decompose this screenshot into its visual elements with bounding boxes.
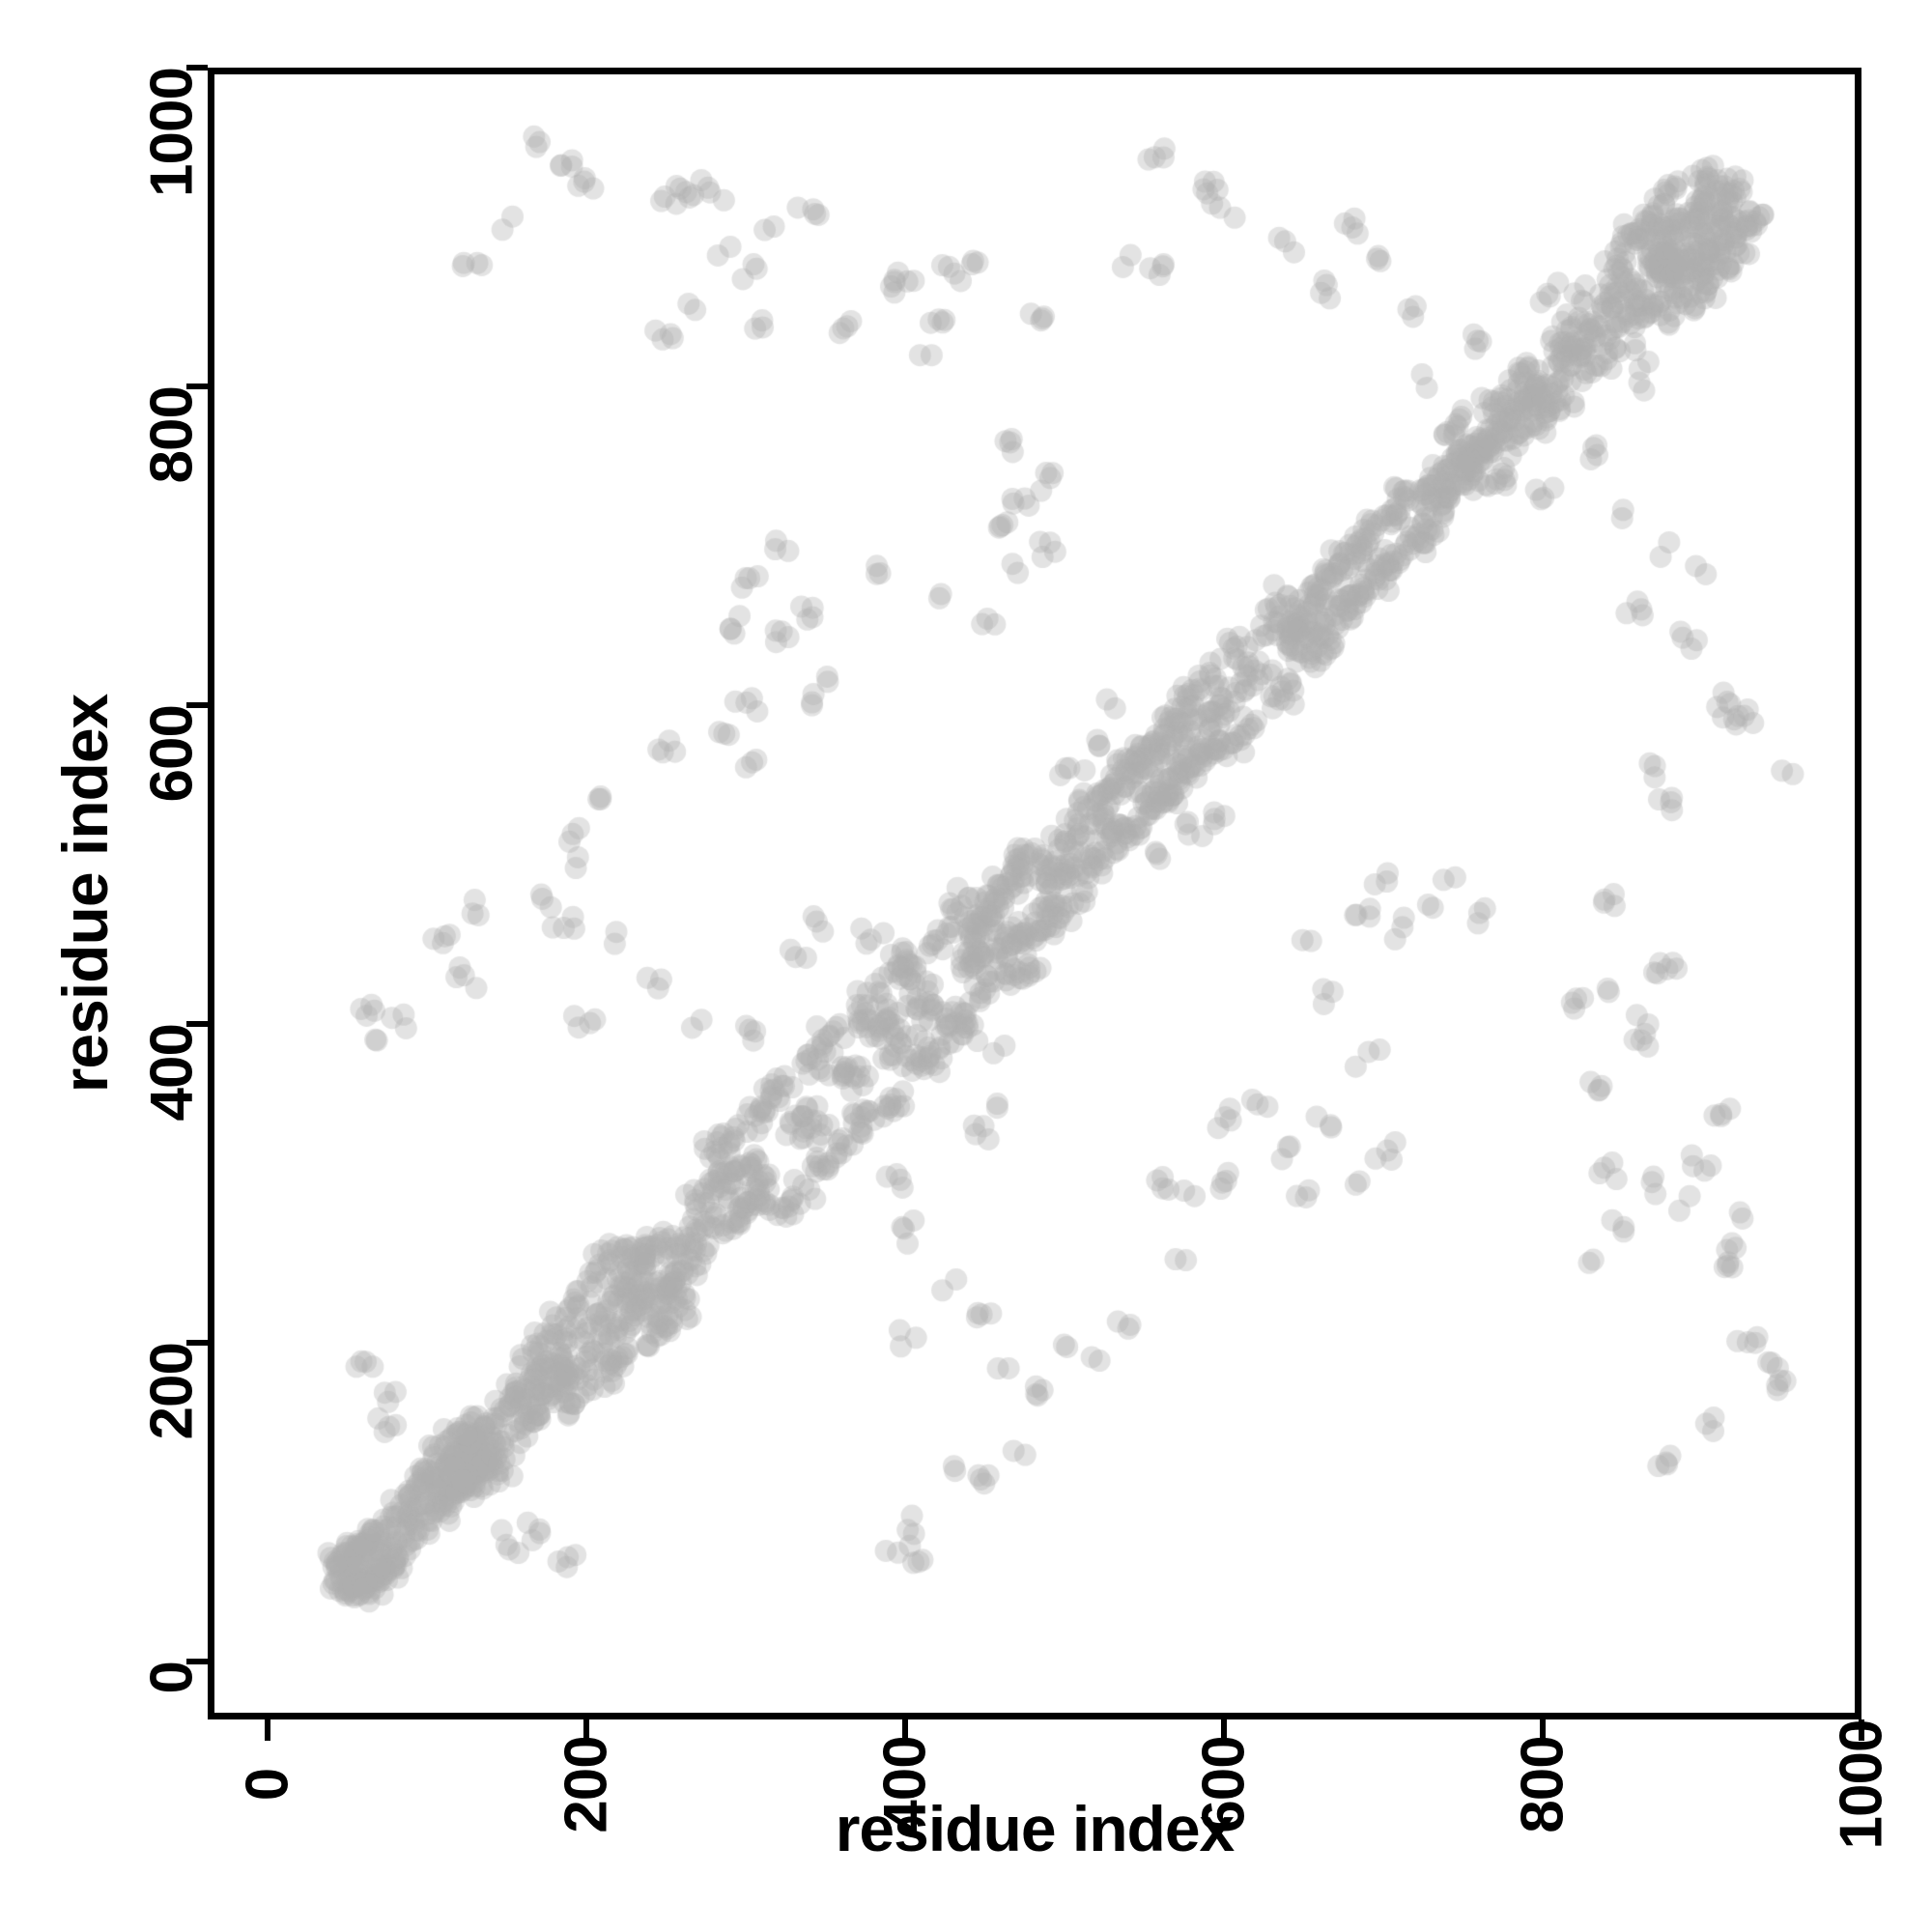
y-tick-0 <box>186 1659 208 1664</box>
y-tick-1000 <box>186 65 208 71</box>
y-axis-title: residue index <box>49 694 121 1094</box>
x-tick-400 <box>902 1719 908 1741</box>
x-tick-label-800: 800 <box>1509 1736 1577 1833</box>
x-tick-600 <box>1221 1719 1227 1741</box>
y-tick-label-1000: 1000 <box>138 68 206 197</box>
y-tick-label-600: 600 <box>138 705 206 803</box>
scatter-points-layer <box>214 74 1855 1713</box>
x-axis-title: residue index <box>835 1793 1235 1864</box>
y-tick-label-0: 0 <box>138 1662 206 1694</box>
x-tick-200 <box>583 1719 589 1741</box>
y-tick-800 <box>186 384 208 389</box>
y-tick-label-400: 400 <box>138 1024 206 1122</box>
x-tick-1000 <box>1859 1719 1864 1741</box>
y-tick-600 <box>186 702 208 708</box>
x-tick-label-200: 200 <box>553 1736 620 1833</box>
x-tick-800 <box>1540 1719 1546 1741</box>
y-tick-label-800: 800 <box>138 386 206 484</box>
x-tick-label-1000: 1000 <box>1828 1719 1895 1850</box>
y-tick-label-200: 200 <box>138 1343 206 1440</box>
y-tick-200 <box>186 1340 208 1346</box>
y-tick-400 <box>186 1021 208 1027</box>
x-tick-0 <box>265 1719 270 1741</box>
x-tick-label-0: 0 <box>234 1768 301 1802</box>
plot-frame <box>208 68 1861 1719</box>
